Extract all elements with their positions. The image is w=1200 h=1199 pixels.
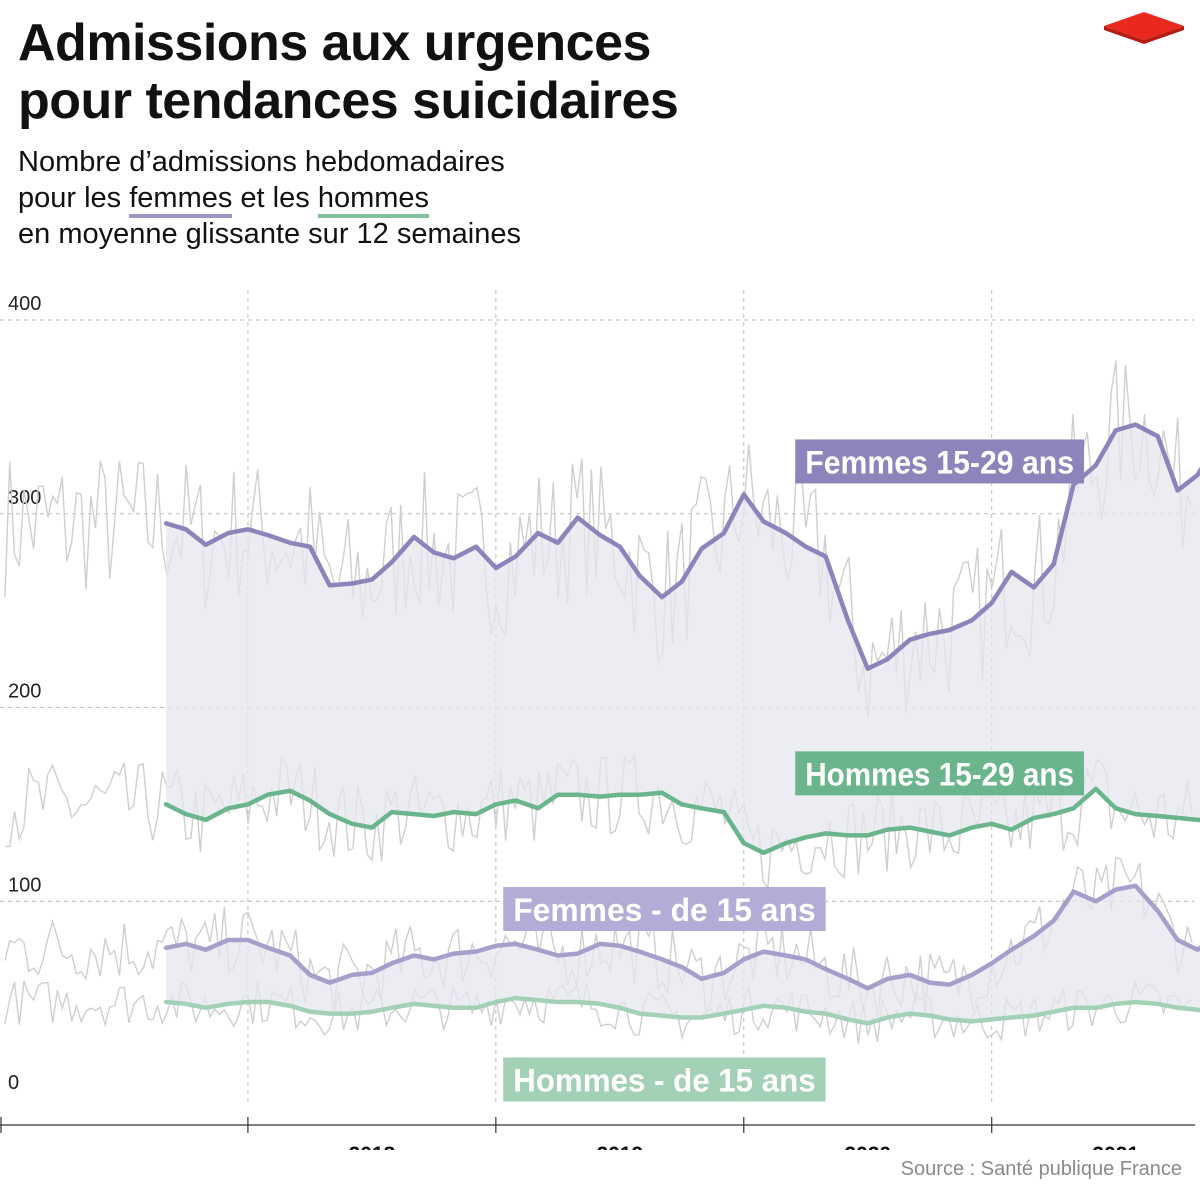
subtitle-femmes: femmes — [129, 182, 233, 218]
subtitle: Nombre d’admissions hebdomadaires pour l… — [18, 144, 521, 252]
title-line-2: pour tendances suicidaires — [18, 72, 679, 130]
subtitle-line-2: pour les femmes et les hommes — [18, 180, 521, 218]
area-fill-fm15 — [166, 885, 1200, 1024]
x-tick-label: 2020 — [844, 1143, 891, 1150]
series-label-fm15: Femmes - de 15 ans — [513, 892, 815, 928]
series-line-f1529 — [163, 422, 1200, 671]
chart: 01002003004002018201920202021Femmes 15-2… — [0, 290, 1200, 1150]
series-line-h1529 — [163, 786, 1200, 856]
y-tick-label: 200 — [8, 681, 41, 703]
subtitle-mid: et les — [232, 182, 318, 214]
subtitle-hommes: hommes — [317, 182, 430, 218]
y-tick-label: 400 — [8, 293, 41, 315]
series-line-hm15 — [163, 995, 1200, 1026]
x-tick-label: 2019 — [596, 1143, 643, 1150]
area-fill-f1529 — [166, 424, 1200, 853]
subtitle-line-3: en moyenne glissante sur 12 semaines — [18, 218, 521, 250]
page-title: Admissions aux urgences pour tendances s… — [18, 14, 679, 130]
x-tick-label: 2018 — [349, 1143, 396, 1150]
series-label-box-h1529 — [795, 751, 1085, 796]
series-label-box-fm15 — [503, 887, 826, 931]
subtitle-pre: pour les — [18, 182, 130, 214]
y-tick-label: 0 — [8, 1072, 19, 1094]
red-diamond-logo-icon — [1104, 12, 1184, 44]
series-label-h1529: Hommes 15-29 ans — [805, 756, 1074, 792]
y-tick-label: 100 — [8, 874, 41, 896]
series-label-box-hm15 — [503, 1057, 826, 1102]
source-note: Source : Santé publique France — [900, 1158, 1182, 1180]
subtitle-line-1: Nombre d’admissions hebdomadaires — [18, 146, 505, 178]
x-tick-label: 2021 — [1092, 1143, 1139, 1150]
series-label-box-f1529 — [795, 439, 1085, 484]
title-line-1: Admissions aux urgences — [18, 14, 651, 72]
series-line-fm15 — [163, 883, 1200, 991]
series-label-f1529: Femmes 15-29 ans — [805, 444, 1074, 480]
series-label-hm15: Hommes - de 15 ans — [513, 1063, 815, 1099]
